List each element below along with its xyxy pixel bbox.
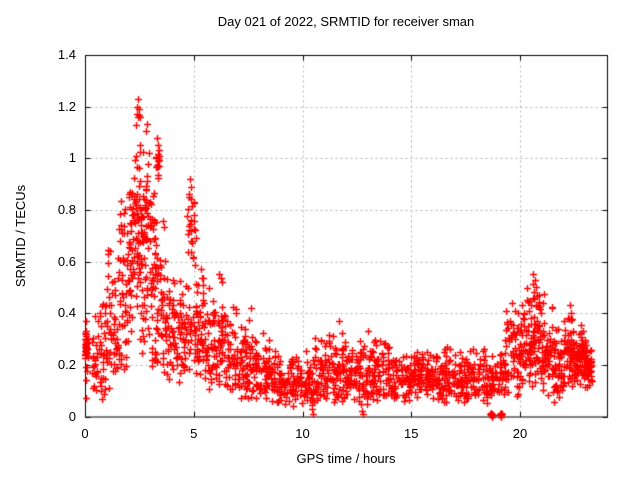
y-tick-label: 1.2 — [57, 98, 76, 114]
y-tick-label: 0 — [68, 408, 76, 424]
x-tick-label: 20 — [512, 426, 528, 441]
y-tick-label: 0.4 — [57, 305, 76, 321]
y-tick-label: 0.6 — [57, 253, 76, 269]
y-tick-label: 1.4 — [57, 47, 76, 62]
y-tick-label: 0.8 — [57, 201, 76, 217]
x-tick-label: 5 — [190, 426, 198, 441]
x-tick-label: 0 — [81, 426, 89, 441]
y-tick-label: 0.2 — [57, 356, 76, 372]
x-tick-label: 10 — [295, 426, 310, 441]
x-axis-label: GPS time / hours — [296, 451, 396, 466]
x-tick-label: 15 — [404, 426, 419, 441]
y-axis-label: SRMTID / TECUs — [13, 184, 28, 288]
chart-title: Day 021 of 2022, SRMTID for receiver sma… — [217, 14, 475, 29]
y-tick-label: 1 — [68, 150, 76, 166]
